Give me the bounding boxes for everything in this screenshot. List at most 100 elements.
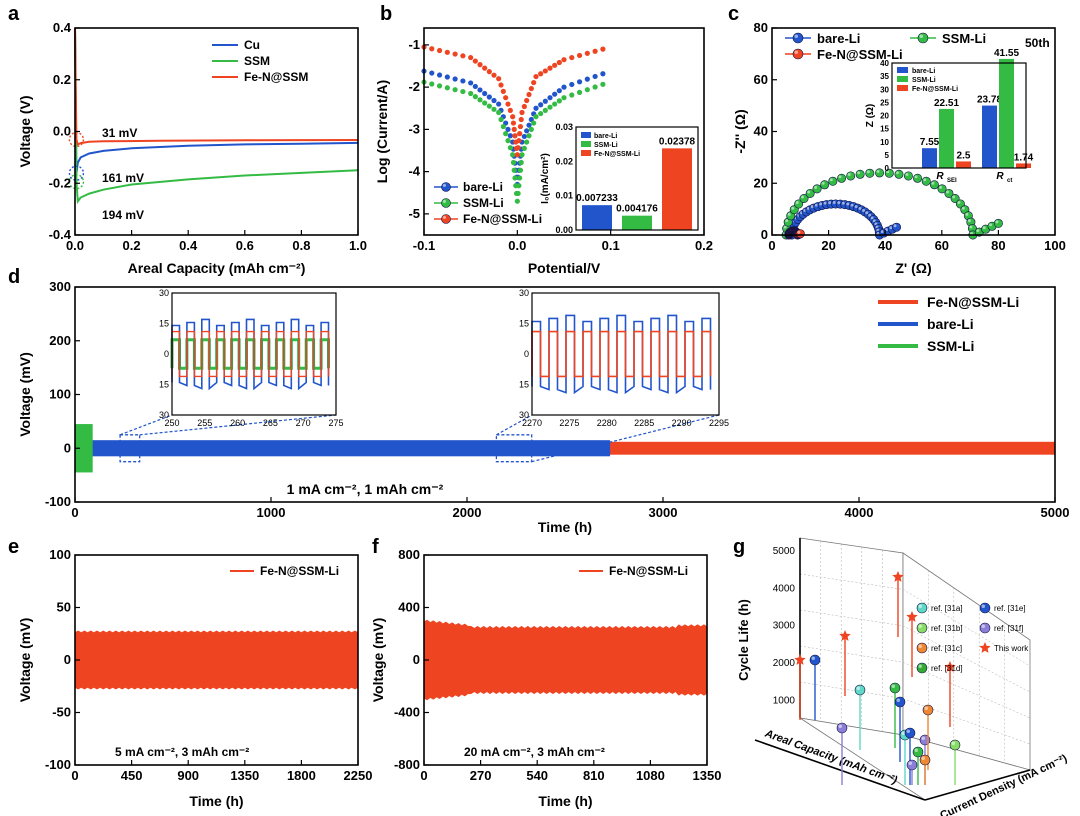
data-marker-ball-shine xyxy=(921,756,925,760)
series-band-bare xyxy=(75,440,611,457)
inset-c-tick-label: 40 xyxy=(880,59,889,68)
panel-b-ylabel: Log (Current/A) xyxy=(374,80,390,183)
panel-e-y-tick-label: 50 xyxy=(57,600,71,615)
panel-c-x-tick-label: 60 xyxy=(935,238,949,253)
legend-label: SSM-Li xyxy=(942,31,986,46)
panel-label-g: g xyxy=(733,536,745,558)
data-point-shine xyxy=(806,206,810,210)
data-point xyxy=(556,98,562,104)
data-point xyxy=(429,81,435,87)
bar xyxy=(582,205,612,230)
panel-c-x-tick-label: 0 xyxy=(768,238,775,253)
inset-d-y-tick-label: 30 xyxy=(519,288,529,298)
data-point xyxy=(517,131,523,137)
data-marker-star xyxy=(906,611,918,622)
data-point-shine xyxy=(862,208,866,212)
grid-line xyxy=(902,589,1031,667)
inset-legend-label: bare-Li xyxy=(912,68,935,75)
panel-b-frame xyxy=(423,27,705,236)
data-marker-ball-shine xyxy=(838,724,842,728)
legend-label: Fe-N@SSM-Li xyxy=(260,564,339,578)
data-point-shine xyxy=(797,230,801,234)
data-point xyxy=(516,138,522,144)
inset-series-bare xyxy=(171,318,330,391)
data-point xyxy=(903,171,913,181)
panel-a-y-tick-label: -0.4 xyxy=(49,227,72,242)
panel-a-x-tick-label: 0.6 xyxy=(236,238,254,253)
dashed-marker xyxy=(68,173,85,190)
data-point xyxy=(510,114,516,120)
data-point xyxy=(533,73,539,80)
series-band-fen xyxy=(423,619,708,701)
data-point-shine xyxy=(787,212,791,216)
legend-label: Fe-N@SSM-Li xyxy=(463,212,542,226)
data-point xyxy=(556,88,562,94)
panel-d-x-tick-label: 3000 xyxy=(649,505,678,520)
data-point xyxy=(547,65,553,71)
legend-marker-shine xyxy=(442,215,446,219)
legend-label: bare-Li xyxy=(817,31,860,46)
legend-label: ref. [31f] xyxy=(994,624,1023,633)
data-point xyxy=(477,97,483,103)
legend-label: bare-Li xyxy=(463,180,503,194)
legend-marker-ball-shine xyxy=(918,664,922,668)
data-point-shine xyxy=(807,190,811,194)
inset-d-y-tick-label: 15 xyxy=(519,319,529,329)
series-band-ssm xyxy=(75,424,93,473)
data-marker-ball xyxy=(922,704,934,716)
data-marker-ball xyxy=(906,759,918,771)
legend-marker-shine xyxy=(794,50,798,54)
data-marker-ball xyxy=(949,739,961,751)
data-point-shine xyxy=(814,185,818,189)
grid-line xyxy=(799,645,904,663)
bar-value-label: 0.007233 xyxy=(576,193,618,204)
data-point xyxy=(444,49,450,55)
data-point xyxy=(517,175,523,181)
data-marker-star xyxy=(794,654,806,665)
inset-d-y-tick-label: 30 xyxy=(159,288,169,298)
inset-legend-swatch xyxy=(897,67,908,73)
annotation-50th: 50th xyxy=(1025,36,1050,50)
data-point xyxy=(576,89,583,95)
data-point-shine xyxy=(828,201,832,205)
data-point xyxy=(584,50,590,56)
data-point-shine xyxy=(931,181,935,185)
data-point-shine xyxy=(923,178,927,182)
data-point xyxy=(524,128,530,134)
data-point xyxy=(569,81,575,88)
data-point xyxy=(524,139,530,145)
data-point-shine xyxy=(989,223,993,227)
data-point-shine xyxy=(832,201,836,204)
data-point xyxy=(491,106,497,112)
data-point xyxy=(482,100,488,106)
bar xyxy=(662,148,692,230)
bar-value-label: 22.51 xyxy=(934,98,959,109)
inset-series-bare xyxy=(531,314,712,395)
panel-f-xlabel: Time (h) xyxy=(538,793,592,809)
panel-g-zlabel: Cycle Life (h) xyxy=(736,599,751,681)
data-point xyxy=(993,218,1003,228)
data-point xyxy=(507,145,513,151)
inset-d-y-tick-label: 15 xyxy=(519,380,529,390)
data-point xyxy=(875,168,885,178)
data-point xyxy=(477,87,483,93)
bar-value-label: 1.74 xyxy=(1014,152,1034,163)
data-point xyxy=(444,74,450,80)
data-point xyxy=(592,84,598,90)
panel-label-e: e xyxy=(8,536,19,558)
legend-label: ref. [31d] xyxy=(931,664,963,673)
zoom-box xyxy=(495,434,533,463)
panel-f-condition: 20 mA cm⁻², 3 mAh cm⁻² xyxy=(464,745,605,759)
inset-legend-swatch xyxy=(581,132,591,138)
panel-b-y-tick-label: -4 xyxy=(408,164,420,179)
data-point-shine xyxy=(791,206,795,210)
inset-d-y-tick-label: 15 xyxy=(159,380,169,390)
data-point xyxy=(552,101,558,107)
data-point xyxy=(518,159,524,166)
data-point xyxy=(533,114,539,120)
inset-c-tick-label: 15 xyxy=(880,125,889,134)
panel-a-x-tick-label: 0.4 xyxy=(179,238,198,253)
inset-d-x-tick-label: 250 xyxy=(164,418,179,428)
bar-value-label: 2.5 xyxy=(957,150,971,161)
